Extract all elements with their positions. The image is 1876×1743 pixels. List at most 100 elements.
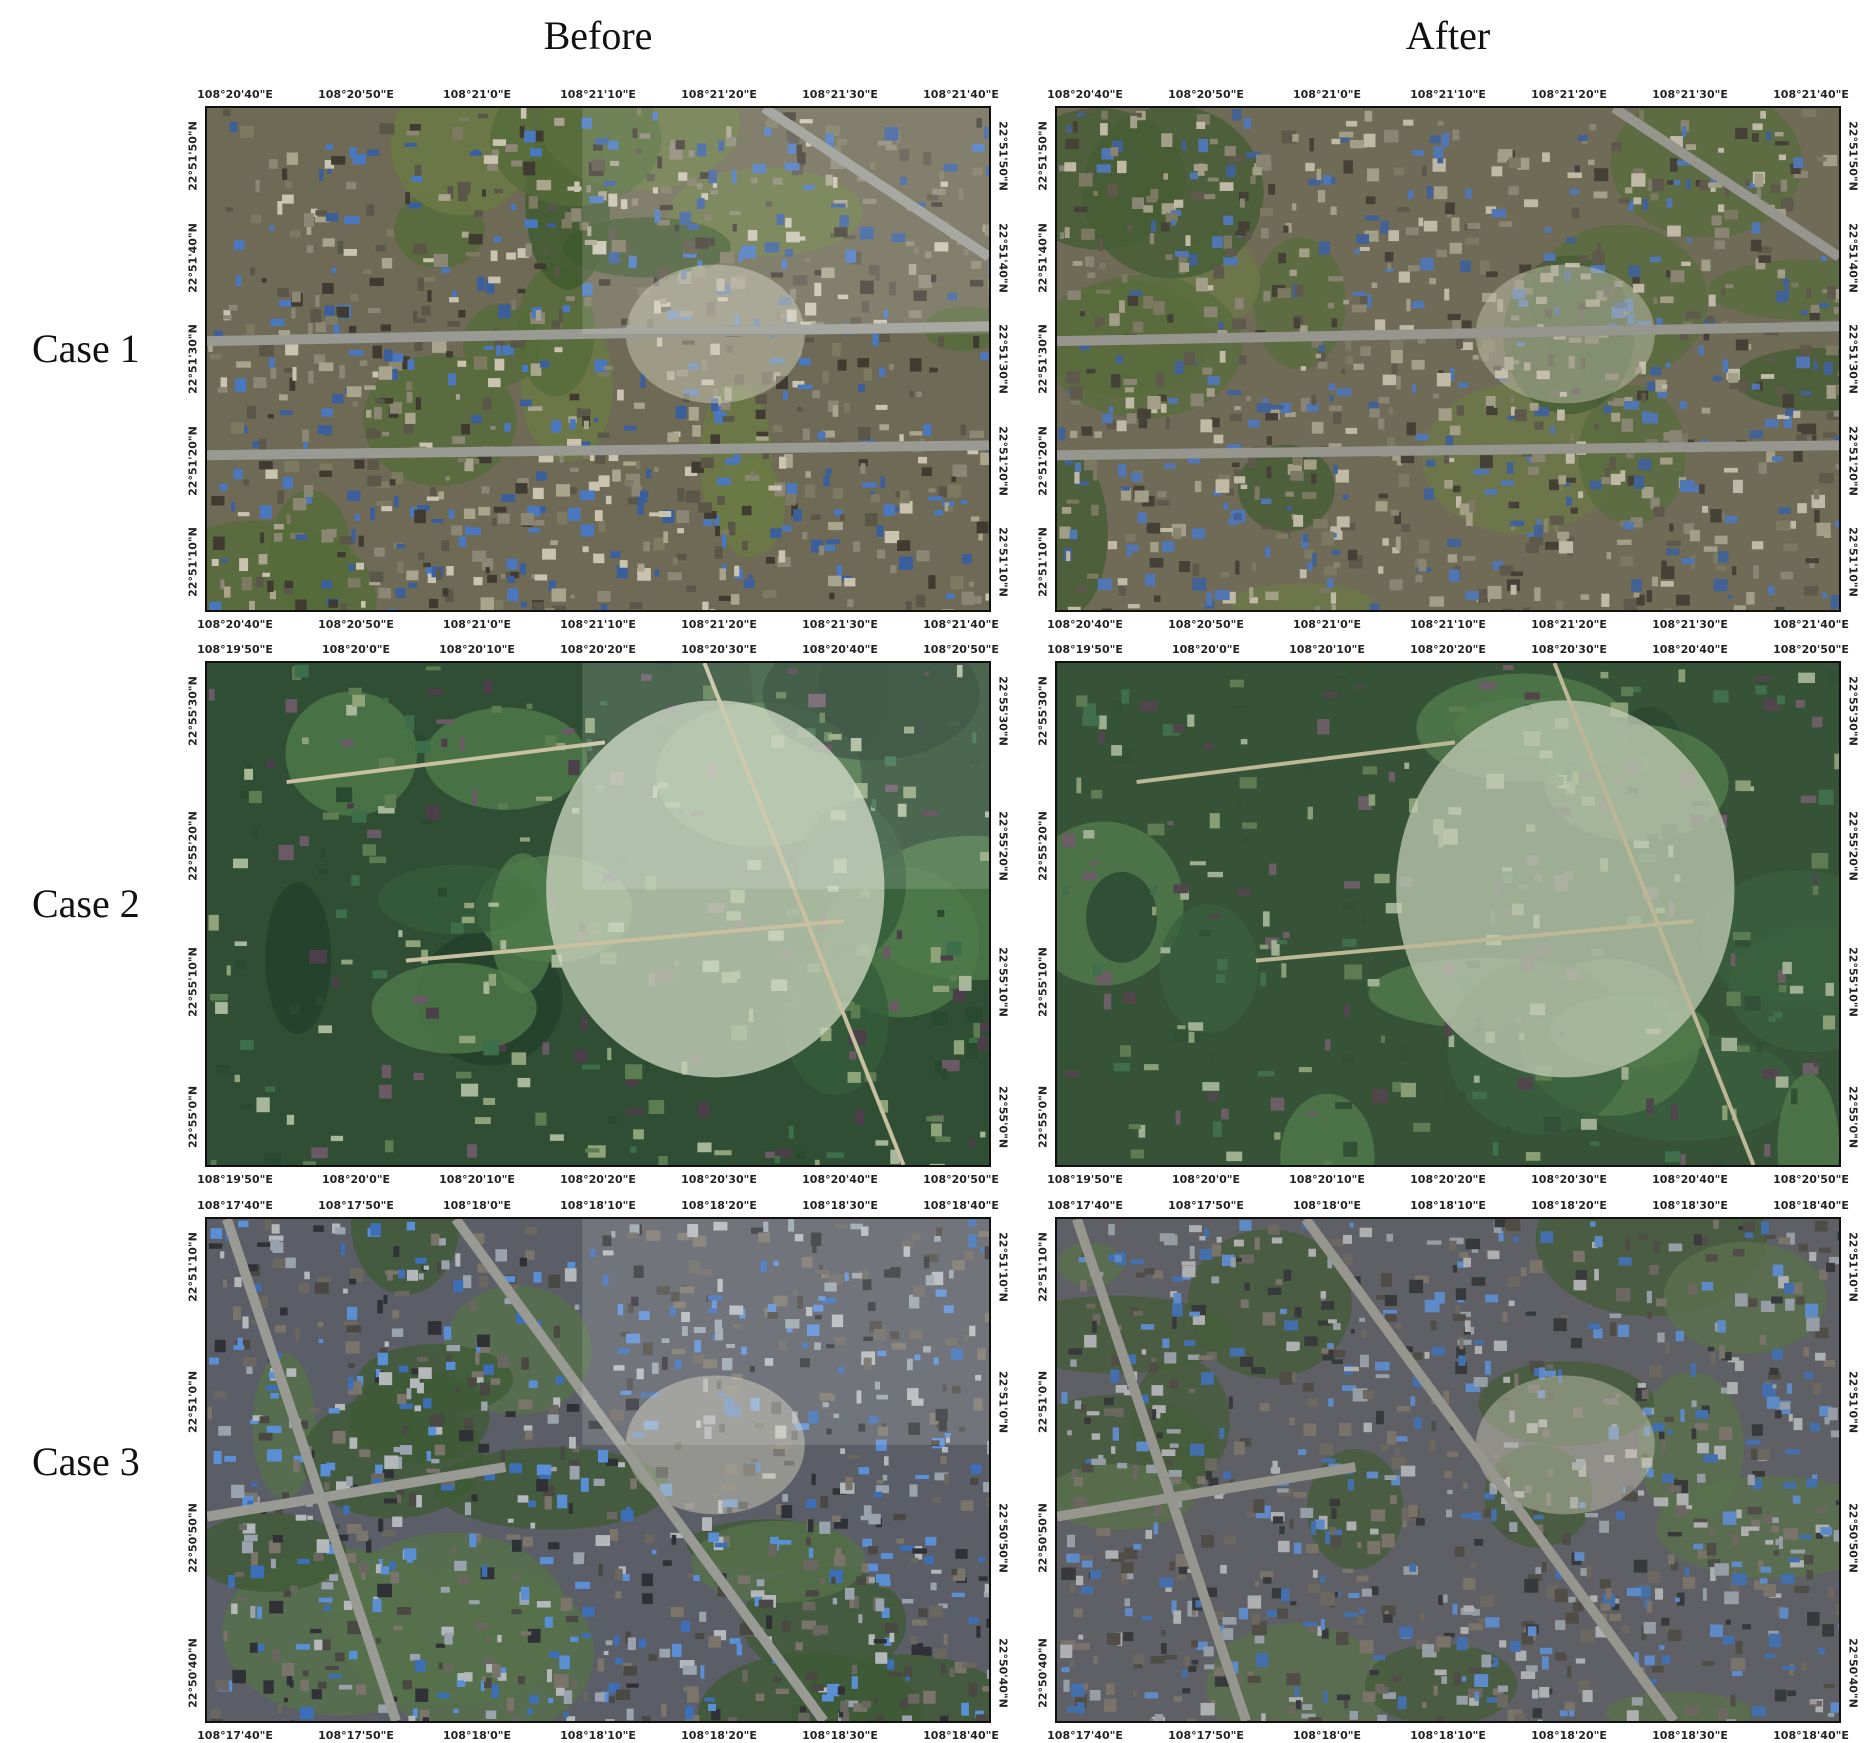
column-title-before: Before: [205, 12, 991, 59]
latitude-tick-label: 22°50'40"N: [997, 1638, 1010, 1708]
longitude-tick-label: 108°18'40"E: [923, 1199, 999, 1212]
longitude-tick-label: 108°21'30"E: [1652, 88, 1728, 101]
longitude-tick-label: 108°18'0"E: [443, 1199, 511, 1212]
latitude-tick-label: 22°55'30"N: [1037, 676, 1050, 746]
longitude-tick-label: 108°21'20"E: [681, 618, 757, 631]
latitude-tick-label: 22°55'20"N: [997, 811, 1010, 881]
longitude-tick-label: 108°21'30"E: [802, 88, 878, 101]
longitude-tick-label: 108°20'50"E: [1168, 618, 1244, 631]
longitude-tick-label: 108°21'10"E: [560, 618, 636, 631]
latitude-tick-label: 22°55'30"N: [997, 676, 1010, 746]
longitude-tick-label: 108°20'20"E: [560, 643, 636, 656]
longitude-tick-label: 108°18'10"E: [560, 1729, 636, 1742]
longitude-tick-label: 108°20'10"E: [1289, 1173, 1365, 1186]
satellite-image: [1055, 1217, 1841, 1723]
latitude-tick-label: 22°51'50"N: [997, 121, 1010, 191]
longitude-tick-label: 108°20'10"E: [439, 1173, 515, 1186]
imagery-svg: [207, 1219, 989, 1721]
longitude-tick-label: 108°20'40"E: [197, 618, 273, 631]
longitude-tick-label: 108°20'50"E: [923, 1173, 999, 1186]
longitude-tick-label: 108°20'0"E: [322, 1173, 390, 1186]
longitude-tick-label: 108°20'40"E: [1047, 88, 1123, 101]
satellite-image: [1055, 661, 1841, 1167]
longitude-tick-label: 108°20'0"E: [1172, 1173, 1240, 1186]
latitude-tick-label: 22°51'50"N: [187, 121, 200, 191]
satellite-image: [205, 1217, 991, 1723]
longitude-tick-label: 108°18'40"E: [1773, 1729, 1849, 1742]
latitude-tick-label: 22°50'50"N: [1847, 1503, 1860, 1573]
latitude-tick-label: 22°51'40"N: [1037, 223, 1050, 293]
longitude-tick-label: 108°18'0"E: [1293, 1199, 1361, 1212]
longitude-tick-label: 108°20'50"E: [318, 618, 394, 631]
longitude-tick-label: 108°20'40"E: [802, 643, 878, 656]
longitude-tick-label: 108°18'10"E: [560, 1199, 636, 1212]
longitude-tick-label: 108°21'20"E: [681, 88, 757, 101]
longitude-tick-label: 108°21'30"E: [802, 618, 878, 631]
longitude-tick-label: 108°21'20"E: [1531, 88, 1607, 101]
latitude-tick-label: 22°55'0"N: [1847, 1086, 1860, 1148]
longitude-tick-label: 108°20'50"E: [923, 643, 999, 656]
longitude-tick-label: 108°20'50"E: [1773, 1173, 1849, 1186]
longitude-tick-label: 108°18'30"E: [802, 1199, 878, 1212]
satellite-image: [205, 106, 991, 612]
latitude-tick-label: 22°50'40"N: [1847, 1638, 1860, 1708]
latitude-tick-label: 22°51'50"N: [1037, 121, 1050, 191]
column-title-after: After: [1055, 12, 1841, 59]
latitude-tick-label: 22°51'30"N: [997, 324, 1010, 394]
longitude-tick-label: 108°21'20"E: [1531, 618, 1607, 631]
latitude-tick-label: 22°51'10"N: [1847, 1232, 1860, 1302]
latitude-tick-label: 22°51'50"N: [1847, 121, 1860, 191]
longitude-tick-label: 108°20'40"E: [1652, 643, 1728, 656]
longitude-tick-label: 108°21'40"E: [923, 618, 999, 631]
longitude-tick-label: 108°17'40"E: [1047, 1199, 1123, 1212]
imagery-svg: [1057, 108, 1839, 610]
longitude-tick-label: 108°18'30"E: [1652, 1729, 1728, 1742]
longitude-tick-label: 108°17'40"E: [1047, 1729, 1123, 1742]
longitude-tick-label: 108°21'40"E: [1773, 88, 1849, 101]
longitude-tick-label: 108°19'50"E: [1047, 1173, 1123, 1186]
latitude-tick-label: 22°51'20"N: [997, 426, 1010, 496]
latitude-tick-label: 22°55'10"N: [997, 947, 1010, 1017]
row-label-case-2: Case 2: [32, 880, 172, 927]
longitude-tick-label: 108°20'20"E: [1410, 1173, 1486, 1186]
longitude-tick-label: 108°21'10"E: [560, 88, 636, 101]
longitude-tick-label: 108°18'0"E: [1293, 1729, 1361, 1742]
latitude-tick-label: 22°50'50"N: [187, 1503, 200, 1573]
latitude-tick-label: 22°55'20"N: [187, 811, 200, 881]
longitude-tick-label: 108°17'40"E: [197, 1729, 273, 1742]
longitude-tick-label: 108°21'30"E: [1652, 618, 1728, 631]
longitude-tick-label: 108°18'20"E: [681, 1199, 757, 1212]
longitude-tick-label: 108°17'50"E: [318, 1199, 394, 1212]
latitude-tick-label: 22°55'10"N: [187, 947, 200, 1017]
longitude-tick-label: 108°19'50"E: [197, 643, 273, 656]
latitude-tick-label: 22°51'0"N: [1847, 1371, 1860, 1433]
latitude-tick-label: 22°51'10"N: [187, 527, 200, 597]
longitude-tick-label: 108°20'20"E: [1410, 643, 1486, 656]
latitude-tick-label: 22°51'0"N: [187, 1371, 200, 1433]
latitude-tick-label: 22°55'10"N: [1847, 947, 1860, 1017]
latitude-tick-label: 22°51'10"N: [1847, 527, 1860, 597]
longitude-tick-label: 108°18'30"E: [1652, 1199, 1728, 1212]
longitude-tick-label: 108°17'50"E: [1168, 1199, 1244, 1212]
satellite-image: [205, 661, 991, 1167]
latitude-tick-label: 22°51'10"N: [187, 1232, 200, 1302]
longitude-tick-label: 108°17'40"E: [197, 1199, 273, 1212]
latitude-tick-label: 22°55'30"N: [1847, 676, 1860, 746]
longitude-tick-label: 108°18'10"E: [1410, 1729, 1486, 1742]
latitude-tick-label: 22°51'40"N: [1847, 223, 1860, 293]
latitude-tick-label: 22°51'40"N: [997, 223, 1010, 293]
longitude-tick-label: 108°18'20"E: [681, 1729, 757, 1742]
longitude-tick-label: 108°19'50"E: [197, 1173, 273, 1186]
latitude-tick-label: 22°55'0"N: [187, 1086, 200, 1148]
longitude-tick-label: 108°20'30"E: [681, 1173, 757, 1186]
longitude-tick-label: 108°20'50"E: [318, 88, 394, 101]
longitude-tick-label: 108°20'40"E: [197, 88, 273, 101]
longitude-tick-label: 108°20'40"E: [1047, 618, 1123, 631]
latitude-tick-label: 22°50'50"N: [997, 1503, 1010, 1573]
latitude-tick-label: 22°51'30"N: [1847, 324, 1860, 394]
latitude-tick-label: 22°51'0"N: [1037, 1371, 1050, 1433]
longitude-tick-label: 108°20'40"E: [802, 1173, 878, 1186]
latitude-tick-label: 22°50'40"N: [1037, 1638, 1050, 1708]
